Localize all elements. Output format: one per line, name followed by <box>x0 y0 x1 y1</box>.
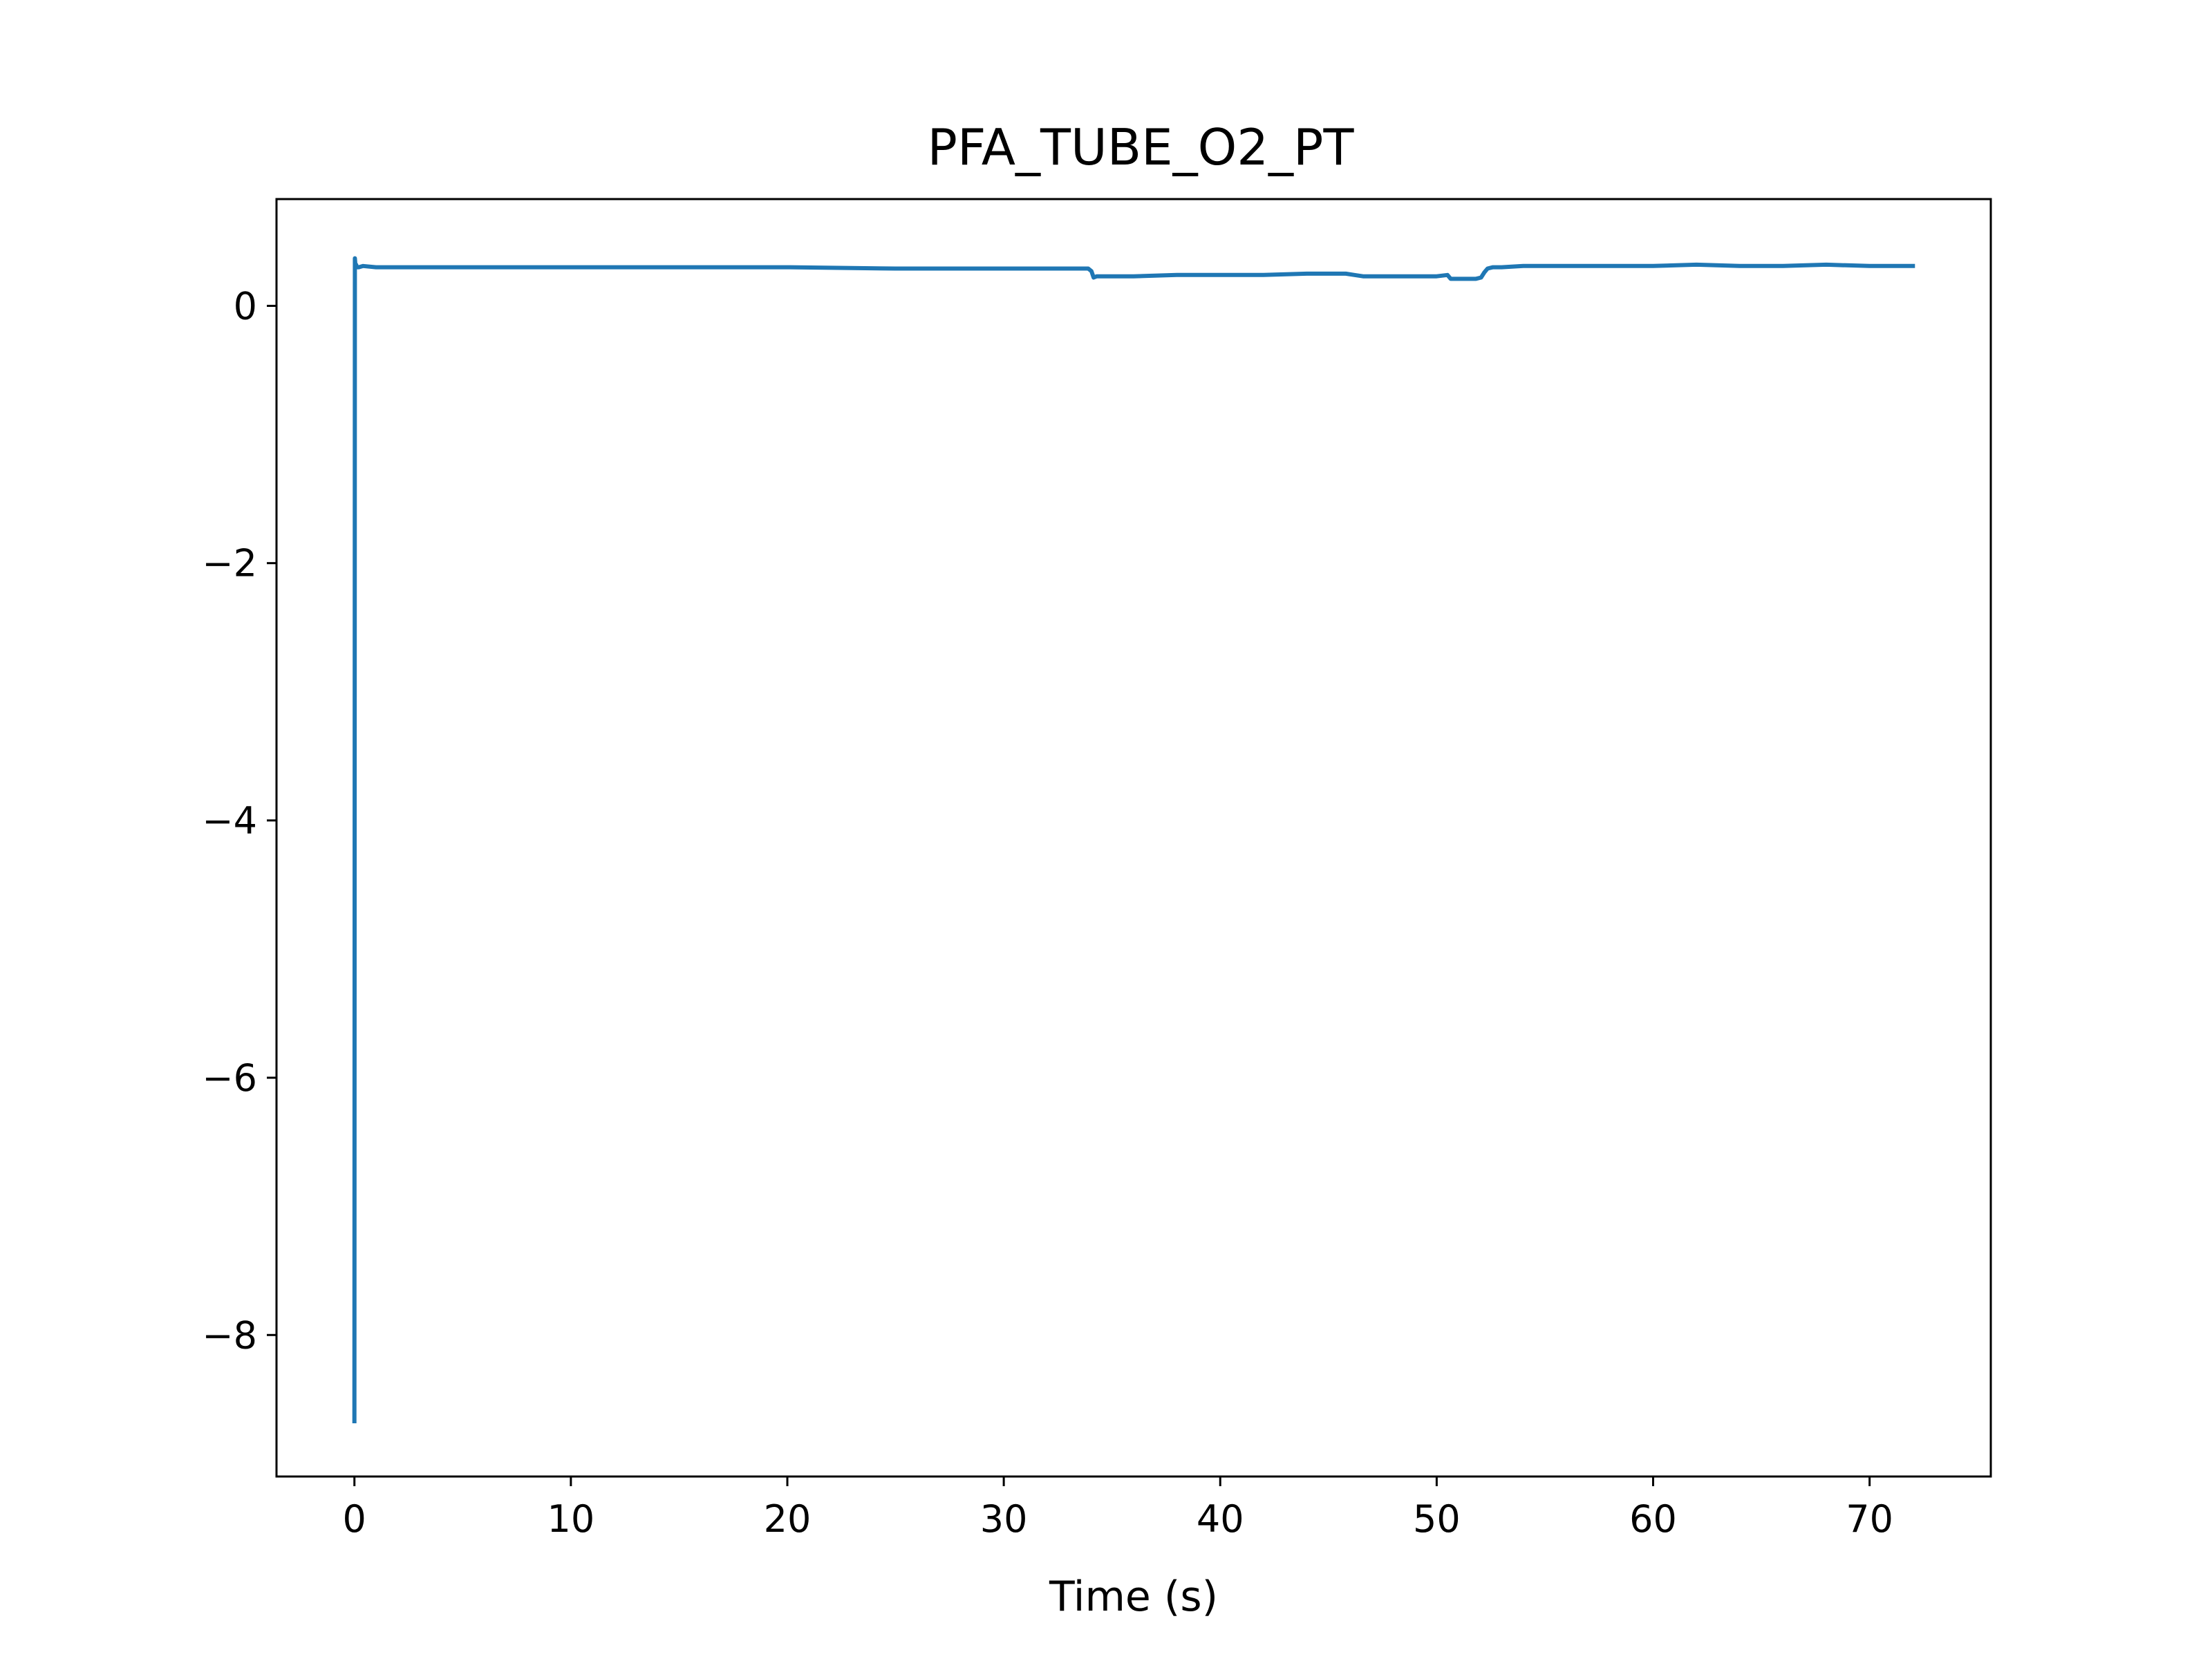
x-tick-label: 20 <box>764 1497 812 1541</box>
x-axis-title: Time (s) <box>1049 1573 1218 1621</box>
y-tick-label: −8 <box>202 1313 257 1357</box>
x-axis: 0 10 20 30 40 50 60 70 <box>343 1477 1893 1541</box>
x-tick-label: 40 <box>1197 1497 1244 1541</box>
x-tick-label: 10 <box>547 1497 594 1541</box>
x-tick-label: 30 <box>980 1497 1028 1541</box>
chart-title: PFA_TUBE_O2_PT <box>928 118 1355 176</box>
series-line-0 <box>352 256 1915 1424</box>
axes-frame <box>275 198 1992 1478</box>
x-tick-label: 0 <box>343 1497 366 1541</box>
plot-area <box>352 256 1915 1424</box>
y-tick-label: 0 <box>234 284 257 328</box>
x-tick-label: 50 <box>1413 1497 1461 1541</box>
y-axis: 0 −2 −4 −6 −8 <box>202 284 276 1357</box>
x-tick-label: 70 <box>1846 1497 1893 1541</box>
y-tick-label: −6 <box>202 1056 257 1100</box>
y-tick-label: −2 <box>202 542 257 585</box>
x-tick-label: 60 <box>1629 1497 1677 1541</box>
y-tick-label: −4 <box>202 799 257 843</box>
